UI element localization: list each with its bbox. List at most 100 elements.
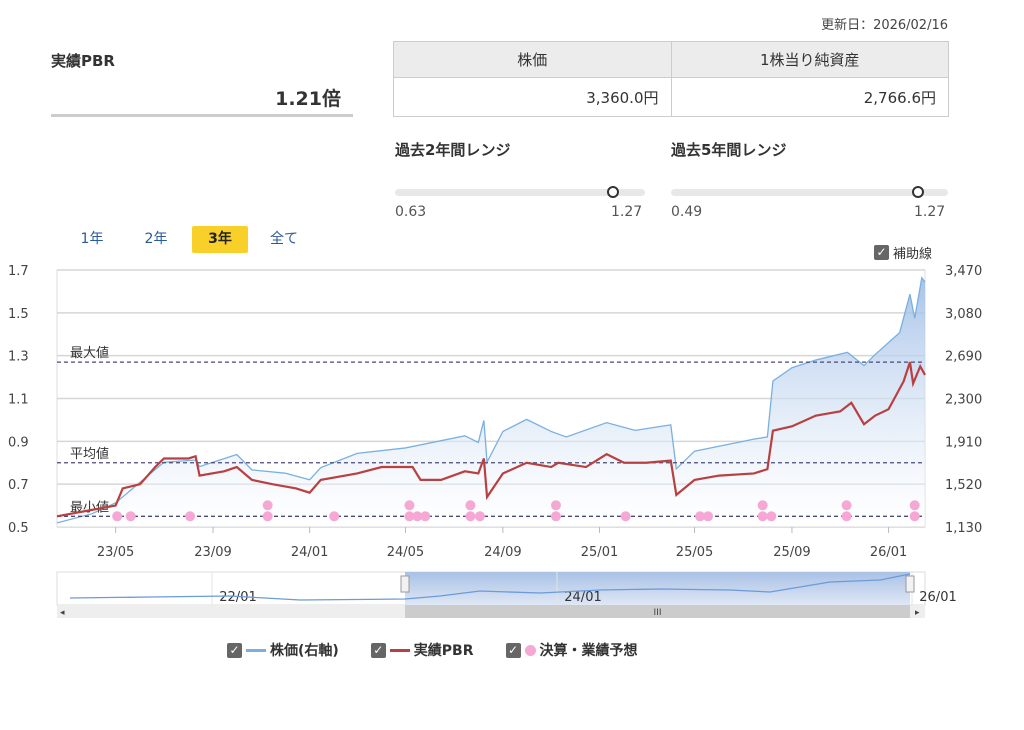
navigator-series: [69, 573, 911, 601]
period-1y-button[interactable]: 1年: [80, 231, 104, 247]
y-right-tick: 1,910: [945, 435, 982, 450]
event-marker[interactable]: [695, 511, 706, 522]
event-marker[interactable]: [703, 511, 713, 522]
legend-pbr[interactable]: ✓ 実績PBR: [370, 640, 474, 660]
range-2y-title: 過去2年間レンジ: [395, 141, 511, 159]
event-marker[interactable]: [909, 500, 920, 511]
y-left-tick: 1.1: [8, 393, 29, 408]
x-tick-label: 23/05: [97, 545, 134, 560]
range-5y-marker: [911, 186, 924, 198]
event-marker[interactable]: [262, 500, 273, 511]
event-marker[interactable]: [841, 511, 852, 522]
stock-price-area: [57, 277, 925, 527]
checkbox-icon[interactable]: ✓: [370, 642, 386, 658]
scrollbar-grip-icon: III: [654, 608, 662, 618]
y-left-tick: 1.5: [8, 307, 29, 322]
range-2y-max: 1.27: [611, 204, 643, 220]
x-tick-label: 25/09: [773, 545, 810, 560]
event-marker[interactable]: [112, 511, 123, 522]
period-3y-button[interactable]: 3年: [192, 226, 248, 253]
dot-swatch-icon: [524, 644, 536, 656]
checkbox-icon[interactable]: ✓: [227, 642, 242, 658]
period-all-button[interactable]: 全て: [270, 231, 298, 247]
event-marker[interactable]: [404, 500, 415, 511]
header-stock-price: 株価: [393, 41, 672, 78]
event-marker[interactable]: [757, 511, 768, 522]
reference-label: 最大値: [70, 345, 109, 361]
updated-date: 更新日：2026/02/16: [821, 18, 948, 33]
header-bps: 1株当り純資産: [670, 41, 949, 78]
event-marker[interactable]: [262, 511, 273, 522]
event-marker[interactable]: [766, 511, 777, 522]
event-marker[interactable]: [185, 511, 196, 522]
event-marker[interactable]: [404, 511, 415, 522]
stock-price-value: 3,360.0円: [393, 77, 672, 117]
checkbox-icon[interactable]: ✓: [873, 245, 889, 260]
y-left-tick: 1.7: [8, 264, 29, 279]
range-2y-min: 0.63: [395, 204, 427, 220]
y-right-tick: 2,690: [945, 350, 982, 365]
range-2y-track: [395, 189, 645, 196]
range-5y-title: 過去5年間レンジ: [671, 141, 787, 159]
y-left-tick: 0.7: [8, 478, 29, 493]
scroll-left-icon[interactable]: ◂: [60, 608, 65, 618]
aux-lines-toggle[interactable]: ✓ 補助線: [873, 243, 932, 262]
reference-label: 平均値: [70, 446, 109, 462]
event-marker[interactable]: [465, 511, 476, 522]
legend-label: 実績PBR: [413, 643, 474, 659]
stock-price-line: [56, 276, 926, 524]
event-marker[interactable]: [550, 511, 561, 522]
x-tick-label: 25/01: [581, 545, 618, 560]
line-swatch-icon: [246, 648, 266, 652]
event-marker[interactable]: [909, 511, 920, 522]
y-left-tick: 0.5: [8, 521, 29, 536]
scrollbar-thumb[interactable]: [405, 605, 910, 618]
price-table: 株価 1株当り純資産 3,360.0円 2,766.6円: [393, 41, 949, 117]
y-right-tick: 1,130: [945, 521, 982, 536]
navigator-handle[interactable]: [400, 575, 410, 593]
x-tick-label: 26/01: [870, 545, 907, 560]
legend-stock-price[interactable]: ✓ 株価(右軸): [227, 640, 339, 660]
x-tick-label: 23/09: [194, 545, 231, 560]
range-2y-marker: [606, 186, 619, 198]
legend: ✓ 株価(右軸) ✓ 実績PBR ✓ 決算・業績予想: [227, 640, 638, 660]
line-swatch-icon: [389, 648, 410, 652]
pbr-chart[interactable]: 0.5 1,130 0.7 1,520 0.9 1,910 1.1 2,300 1.3 2,690…: [0, 255, 1024, 630]
x-tick-label: 25/05: [676, 545, 713, 560]
pbr-line: [56, 361, 926, 518]
x-tick-label: 24/09: [484, 545, 521, 560]
event-marker[interactable]: [841, 500, 852, 511]
aux-lines-label: 補助線: [892, 247, 932, 262]
navigator-handle[interactable]: [905, 575, 915, 593]
legend-events[interactable]: ✓ 決算・業績予想: [505, 640, 638, 660]
y-right-tick: 3,470: [945, 264, 982, 279]
event-marker[interactable]: [412, 511, 423, 522]
navigator-label: 24/01: [564, 590, 601, 605]
navigator-label: 26/01: [919, 590, 956, 605]
range-5y-min: 0.49: [671, 204, 703, 220]
y-left-tick: 0.9: [8, 435, 29, 450]
checkbox-icon[interactable]: ✓: [505, 642, 521, 658]
event-marker[interactable]: [420, 511, 431, 522]
x-tick-label: 24/05: [387, 545, 424, 560]
divider: [51, 114, 353, 117]
navigator-label: 22/01: [219, 590, 256, 605]
event-marker[interactable]: [465, 500, 476, 511]
event-marker[interactable]: [329, 511, 340, 522]
event-marker[interactable]: [474, 511, 485, 522]
y-right-tick: 1,520: [945, 478, 982, 493]
pbr-label: 実績PBR: [51, 52, 115, 70]
event-marker[interactable]: [550, 500, 561, 511]
x-tick-label: 24/01: [291, 545, 328, 560]
event-marker[interactable]: [620, 511, 631, 522]
y-right-tick: 3,080: [945, 307, 982, 322]
scroll-right-icon[interactable]: ▸: [915, 608, 920, 618]
event-marker[interactable]: [757, 500, 768, 511]
range-5y-max: 1.27: [914, 204, 946, 220]
range-5y-track: [671, 189, 948, 196]
y-right-tick: 2,300: [945, 393, 982, 408]
legend-label: 株価(右軸): [270, 643, 339, 659]
event-marker[interactable]: [125, 511, 136, 522]
legend-label: 決算・業績予想: [539, 643, 638, 659]
period-2y-button[interactable]: 2年: [144, 231, 168, 247]
